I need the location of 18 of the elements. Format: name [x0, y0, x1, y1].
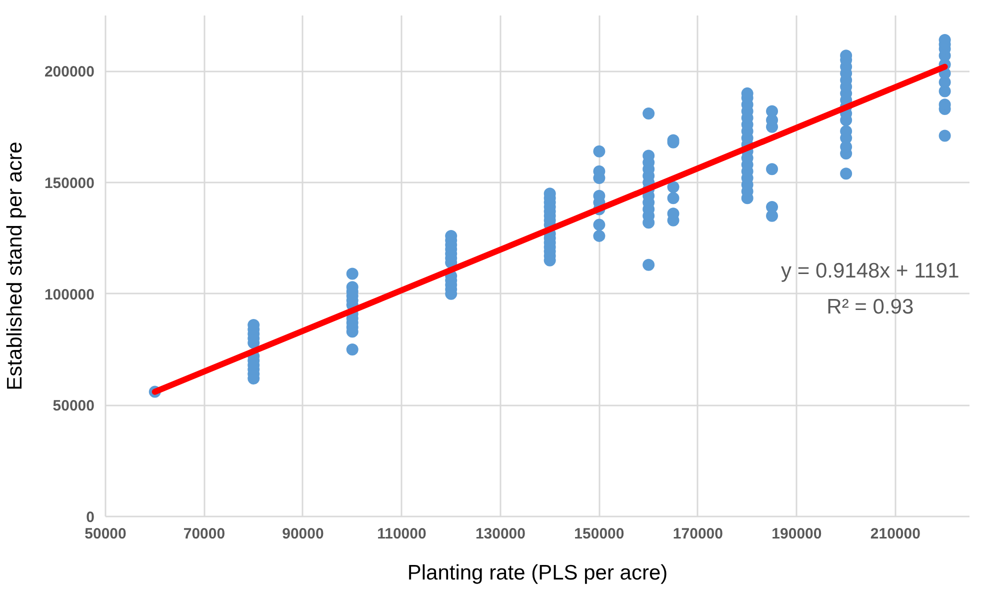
annotation: y = 0.9148x + 1191 [781, 260, 960, 283]
x-tick-label: 150000 [574, 526, 624, 542]
y-axis-title: Established stand per acre [3, 142, 26, 390]
x-tick-label: 70000 [183, 526, 226, 542]
x-tick-label: 50000 [84, 526, 126, 542]
y-tick-label: 150000 [44, 175, 95, 192]
x-tick-label: 110000 [377, 526, 426, 542]
x-axis-title: Planting rate (PLS per acre) [407, 562, 668, 584]
y-tick-label: 0 [86, 509, 94, 526]
y-tick-label: 200000 [44, 64, 95, 81]
x-tick-label: 90000 [282, 526, 324, 542]
x-tick-label: 210000 [870, 526, 920, 542]
x-tick-label: 170000 [672, 526, 723, 542]
x-tick-label: 130000 [475, 526, 526, 542]
y-tick-label: 100000 [44, 286, 95, 304]
x-tick-label: 190000 [772, 526, 822, 542]
annotation: R² = 0.93 [826, 296, 914, 319]
y-tick-label: 50000 [52, 398, 95, 415]
